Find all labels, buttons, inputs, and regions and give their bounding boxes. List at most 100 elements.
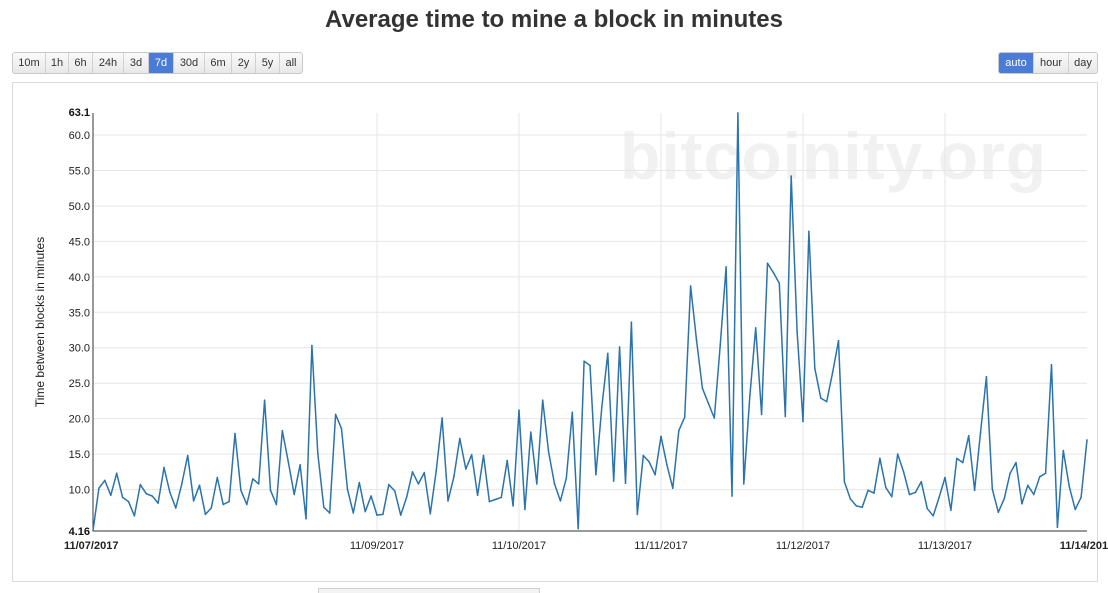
data-point <box>376 514 378 516</box>
series-line <box>92 112 1088 531</box>
time-range-selector: 10m 1h 6h 24h 3d 7d 30d 6m 2y 5y all <box>12 52 303 74</box>
x-tick-label: 11/14/2017 <box>1060 540 1108 552</box>
data-point <box>624 482 627 485</box>
y-tick-label: 35.0 <box>69 307 90 319</box>
data-point <box>441 417 443 419</box>
y-min-label: 4.16 <box>69 526 90 538</box>
range-button-10m[interactable]: 10m <box>13 53 46 73</box>
data-point <box>962 461 964 464</box>
data-point <box>595 473 597 476</box>
x-tick-label: 11/07/2017 <box>64 540 118 552</box>
data-point <box>121 496 124 499</box>
data-point <box>435 470 438 472</box>
data-point <box>636 513 639 516</box>
data-point <box>547 451 550 453</box>
y-tick-label: 40.0 <box>69 272 90 284</box>
range-navigator[interactable] <box>318 588 540 593</box>
data-point <box>252 478 254 480</box>
data-point <box>388 483 390 486</box>
data-point <box>1050 364 1053 366</box>
data-point <box>257 483 260 485</box>
y-tick-label: 45.0 <box>69 236 90 248</box>
data-point <box>181 483 183 485</box>
data-point <box>423 471 426 474</box>
data-point <box>311 344 313 347</box>
data-point <box>648 461 650 463</box>
data-point <box>1068 485 1071 488</box>
granularity-button-auto[interactable]: auto <box>999 53 1034 73</box>
data-point <box>991 488 994 490</box>
data-point <box>204 513 207 516</box>
data-point <box>967 434 970 437</box>
data-point <box>796 330 798 333</box>
range-button-24h[interactable]: 24h <box>93 53 124 73</box>
data-point <box>500 496 503 499</box>
data-point <box>198 484 201 487</box>
data-point <box>559 500 562 502</box>
data-point <box>1080 496 1082 499</box>
data-point <box>115 472 118 475</box>
data-point <box>133 515 136 517</box>
range-button-6m[interactable]: 6m <box>205 53 232 73</box>
data-point <box>749 395 751 398</box>
data-point <box>790 175 792 177</box>
data-point <box>1003 498 1005 500</box>
data-point <box>660 435 662 438</box>
data-point <box>518 409 520 412</box>
data-point <box>139 483 142 486</box>
data-point <box>932 515 934 517</box>
data-point <box>151 495 153 497</box>
data-point <box>163 466 165 469</box>
axes: 10.0 15.0 20.0 25.0 30.0 35.0 40.0 45.0 50.0 55.0… <box>33 107 1108 552</box>
data-point <box>104 479 106 482</box>
data-point <box>766 262 769 265</box>
data-point <box>216 476 219 479</box>
data-point <box>417 483 420 485</box>
data-point <box>352 512 355 514</box>
data-point <box>222 503 224 506</box>
range-button-6h[interactable]: 6h <box>69 53 93 73</box>
data-point <box>926 507 929 510</box>
data-point <box>825 400 828 403</box>
data-point <box>973 489 976 492</box>
data-point <box>169 491 171 494</box>
data-point <box>760 413 763 416</box>
range-button-5y[interactable]: 5y <box>256 53 280 73</box>
data-point <box>938 496 940 499</box>
range-button-3d[interactable]: 3d <box>124 53 149 73</box>
range-button-30d[interactable]: 30d <box>174 53 205 73</box>
x-tick-label: 11/11/2017 <box>634 540 687 552</box>
data-point <box>476 494 479 497</box>
data-point <box>601 406 603 409</box>
data-point <box>678 429 680 432</box>
range-button-all[interactable]: all <box>285 57 297 69</box>
data-point <box>831 371 834 374</box>
data-point <box>429 512 432 515</box>
data-point <box>110 494 112 497</box>
data-point <box>488 500 491 503</box>
y-tick-label: 10.0 <box>69 485 90 497</box>
data-point <box>157 502 159 504</box>
range-button-1h[interactable]: 1h <box>46 53 69 73</box>
range-button-7d[interactable]: 7d <box>149 53 174 73</box>
data-point <box>979 432 982 434</box>
data-point <box>536 483 538 485</box>
data-point <box>820 397 822 399</box>
range-button-2y[interactable]: 2y <box>232 53 256 73</box>
data-point <box>299 464 301 466</box>
y-axis-title: Time between blocks in minutes <box>33 237 47 407</box>
data-point <box>506 459 509 462</box>
data-point <box>565 477 568 480</box>
data-point <box>891 495 893 498</box>
data-point <box>997 511 1000 514</box>
data-point <box>719 344 721 347</box>
data-point <box>861 506 863 509</box>
data-point <box>956 457 958 460</box>
data-point <box>743 483 745 485</box>
data-point <box>1044 472 1047 475</box>
data-point <box>210 507 213 509</box>
data-point <box>323 506 325 509</box>
granularity-button-day[interactable]: day <box>1074 57 1092 69</box>
data-point <box>1009 472 1011 475</box>
granularity-button-hour[interactable]: hour <box>1034 53 1069 73</box>
